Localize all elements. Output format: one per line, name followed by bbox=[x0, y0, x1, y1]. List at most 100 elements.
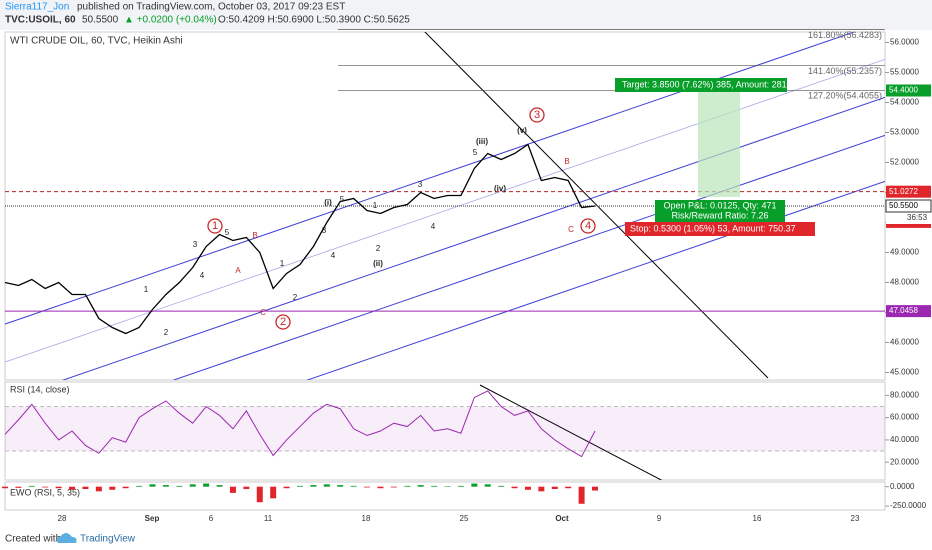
wave-label: (i) bbox=[324, 198, 332, 207]
y-tick-label: 46.0000 bbox=[890, 338, 919, 347]
ewo-bar bbox=[404, 485, 411, 487]
price-line bbox=[4, 143, 596, 335]
channel-line bbox=[5, 32, 856, 325]
ewo-bar bbox=[592, 486, 598, 491]
x-tick-label: Oct bbox=[555, 514, 569, 523]
ewo-bar bbox=[565, 486, 572, 489]
y-tick-label: 54.0000 bbox=[890, 98, 919, 107]
wave-label: 1 bbox=[373, 201, 378, 210]
author[interactable]: Sierra117_Jon bbox=[5, 2, 69, 13]
ewo-bar bbox=[256, 486, 263, 503]
wave-label: B bbox=[564, 157, 569, 166]
x-tick-label: 9 bbox=[657, 514, 662, 523]
trend-line bbox=[424, 32, 769, 379]
ewo-bar bbox=[310, 485, 317, 487]
rsi-line bbox=[4, 390, 596, 458]
ewo-bar bbox=[524, 486, 531, 490]
stop-box bbox=[625, 222, 815, 236]
wave-label: A bbox=[235, 266, 241, 275]
wave-label: C bbox=[568, 225, 574, 234]
ewo-bar bbox=[551, 486, 558, 489]
x-tick-label: 11 bbox=[264, 514, 273, 523]
price-label: 47.0458 bbox=[889, 306, 918, 315]
ewo-bar bbox=[69, 486, 76, 490]
ewo-bar bbox=[42, 486, 49, 488]
wave-label: 1 bbox=[212, 220, 218, 232]
y-tick-label: 60.0000 bbox=[890, 413, 919, 422]
y-tick-label: 49.0000 bbox=[890, 248, 919, 257]
pnl-box bbox=[655, 200, 785, 222]
ewo-bar bbox=[484, 484, 491, 487]
pane-title: WTI CRUDE OIL, 60, TVC, Heikin Ashi bbox=[10, 36, 183, 47]
y-tick-label: -250.0000 bbox=[890, 501, 927, 510]
logo bbox=[56, 533, 77, 543]
wave-label: B bbox=[252, 231, 257, 240]
wave-label: 2 bbox=[164, 328, 169, 337]
price-label: 51.0272 bbox=[889, 187, 918, 196]
ewo-bar bbox=[55, 486, 62, 489]
ewo-bar bbox=[149, 484, 156, 487]
ewo-bar bbox=[377, 486, 384, 489]
wave-label: 4 bbox=[431, 222, 436, 231]
ewo-bar bbox=[95, 486, 102, 492]
y-tick-label: 45.0000 bbox=[890, 368, 919, 377]
wave-circle bbox=[529, 107, 545, 123]
price-label-box bbox=[886, 185, 931, 198]
ohlc: O:50.4209 H:50.6900 L:50.3900 C:50.5625 bbox=[218, 15, 410, 26]
wave-label: 1 bbox=[280, 259, 285, 268]
rsi-pane bbox=[4, 381, 886, 481]
footer-brand[interactable]: TradingView bbox=[80, 534, 136, 545]
rsi-trend bbox=[479, 384, 663, 480]
ewo-bar bbox=[229, 486, 236, 493]
ewo-bar bbox=[297, 485, 303, 487]
wave-label: C bbox=[260, 308, 266, 317]
ewo-bar bbox=[109, 486, 116, 490]
countdown-box bbox=[886, 213, 931, 224]
ewo-bar bbox=[337, 485, 344, 487]
ewo-bar bbox=[122, 486, 129, 489]
price-label: 50.5500 bbox=[889, 201, 918, 210]
wave-label: 4 bbox=[331, 251, 336, 260]
wave-label: (ii) bbox=[373, 259, 383, 268]
fib-label: 127.20%(54.4055) bbox=[808, 91, 882, 101]
target-zone bbox=[698, 92, 740, 197]
ewo-bar bbox=[162, 485, 169, 487]
ewo-bar bbox=[15, 486, 22, 488]
last: 50.5500 bbox=[82, 15, 119, 26]
rr-text: Risk/Reward Ratio: 7.26 bbox=[671, 210, 768, 220]
wave-label: 1 bbox=[144, 285, 149, 294]
wave-label: 5 bbox=[473, 148, 478, 157]
x-tick-label: 18 bbox=[362, 514, 371, 523]
ewo-bar bbox=[28, 485, 35, 487]
ewo-title: EWO (RSI, 5, 35) bbox=[10, 487, 80, 497]
ewo-bar bbox=[578, 486, 585, 504]
ewo-bar bbox=[243, 486, 250, 489]
ewo-bar bbox=[417, 485, 424, 487]
y-tick-label: 48.0000 bbox=[890, 278, 919, 287]
x-tick-label: 28 bbox=[58, 514, 67, 523]
y-tick-label: 20.0000 bbox=[890, 457, 919, 466]
price-label-box bbox=[886, 305, 931, 318]
wave-label: (iv) bbox=[494, 184, 506, 193]
x-tick-label: Sep bbox=[145, 514, 160, 523]
ewo-bar bbox=[364, 486, 371, 488]
price-label-box bbox=[886, 84, 931, 97]
published: published on TradingView.com, October 03… bbox=[77, 2, 345, 13]
wave-label: (iii) bbox=[476, 137, 488, 146]
price-label: 54.4000 bbox=[889, 86, 918, 95]
ewo-bar bbox=[350, 485, 357, 487]
ewo-bar bbox=[2, 486, 8, 489]
y-tick-label: 0.0000 bbox=[890, 482, 915, 491]
pnl-text: Open P&L: 0.0125, Qty: 471 bbox=[663, 200, 776, 210]
y-tick-label: 56.0000 bbox=[890, 38, 919, 47]
wave-label: 4 bbox=[585, 220, 591, 232]
y-tick-label: 55.0000 bbox=[890, 68, 919, 77]
wave-label: (v) bbox=[517, 126, 527, 135]
ewo-bar bbox=[270, 486, 277, 499]
ewo-bar bbox=[444, 486, 451, 487]
y-tick-label: 80.0000 bbox=[890, 390, 919, 399]
wave-circle bbox=[207, 218, 223, 234]
ewo-bar bbox=[203, 483, 210, 487]
rsi-title: RSI (14, close) bbox=[10, 384, 70, 394]
